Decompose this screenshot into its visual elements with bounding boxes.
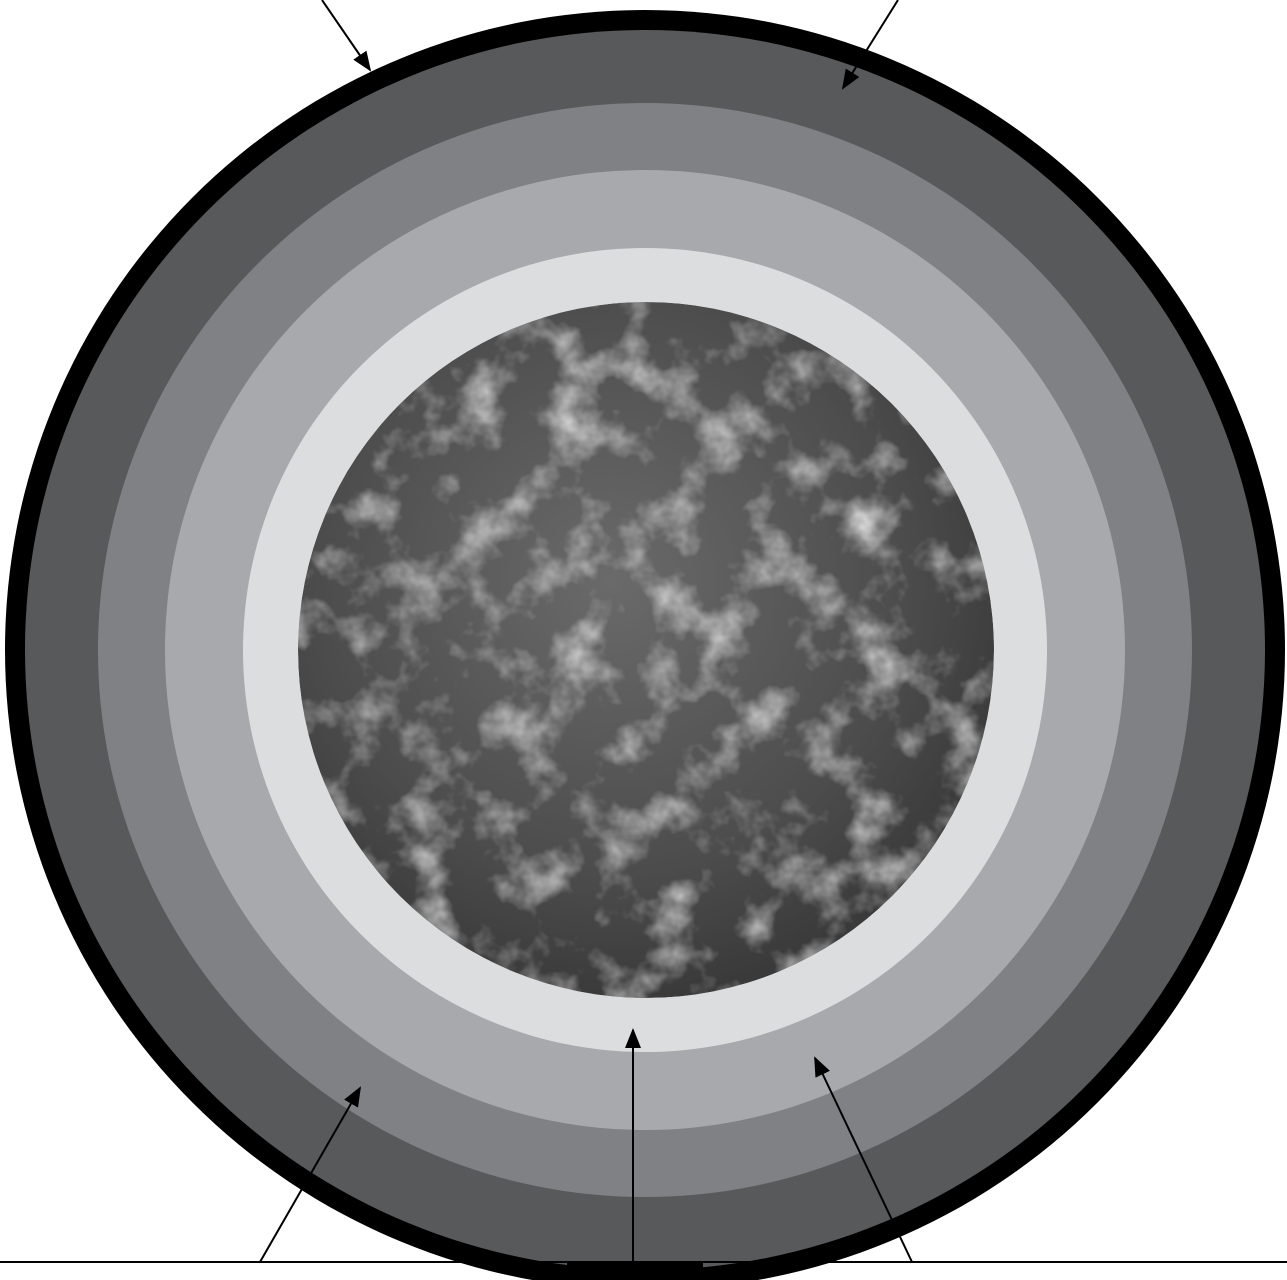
arrow xyxy=(259,1086,361,1263)
arrow xyxy=(841,0,899,90)
arrows xyxy=(259,0,913,1263)
arrow xyxy=(814,1056,913,1263)
arrow xyxy=(321,0,372,72)
stand xyxy=(567,1262,703,1280)
earth-clouds xyxy=(298,302,994,998)
earth xyxy=(298,302,994,998)
